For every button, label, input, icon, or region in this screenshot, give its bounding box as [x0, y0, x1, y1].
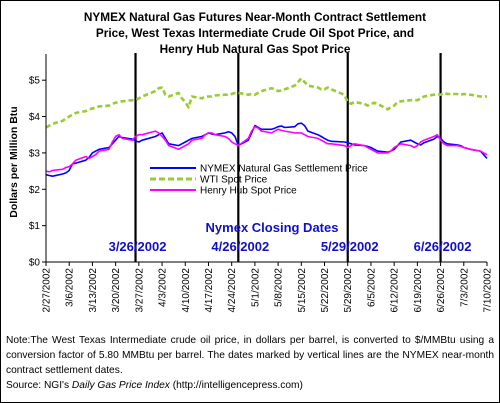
x-tick-label: 6/5/2002: [366, 268, 377, 307]
x-tick-label: 4/10/2002: [181, 268, 192, 313]
y-axis-label: Dollars per Million Btu: [8, 106, 20, 217]
x-tick-label: 4/24/2002: [227, 268, 238, 313]
data-series: [45, 77, 488, 177]
x-tick-label: 5/15/2002: [297, 268, 308, 313]
x-tick-label: 4/17/2002: [204, 268, 215, 313]
y-tick-label: $0: [29, 258, 41, 269]
y-tick-label: $3: [29, 148, 41, 159]
y-axis-label-group: Dollars per Million Btu: [8, 106, 20, 217]
title-line: Henry Hub Natural Gas Spot Price: [160, 42, 351, 56]
x-tick-label: 4/3/2002: [158, 268, 169, 307]
x-tick-label: 6/19/2002: [413, 268, 424, 313]
x-tick-label: 3/20/2002: [111, 268, 122, 313]
x-tick-label: 6/12/2002: [390, 268, 401, 313]
y-tick-label: $5: [29, 76, 41, 87]
x-tick-label: 6/26/2002: [436, 268, 447, 313]
settlement-date-lines: [134, 53, 442, 262]
y-axis-ticks: $0 $1 $2 $3 $4 $5: [29, 76, 46, 269]
source-suffix: (http://intelligencepress.com): [169, 380, 303, 391]
closing-date-label: 6/26/2002: [414, 239, 472, 254]
closing-dates-annotations: Nymex Closing Dates 3/26/2002 4/26/2002 5/2…: [109, 220, 472, 254]
x-tick-label: 5/8/2002: [274, 268, 285, 307]
chart-note: Note:The West Texas Intermediate crude o…: [6, 333, 494, 393]
series-line: [45, 122, 488, 177]
legend-label: NYMEX Natural Gas Settlement Price: [200, 164, 368, 175]
source-title: Daily Gas Price Index: [71, 380, 170, 391]
closing-dates-label: Nymex Closing Dates: [206, 220, 339, 235]
x-tick-label: 5/22/2002: [320, 268, 331, 313]
x-tick-label: 2/27/2002: [42, 268, 53, 313]
x-tick-label: 3/6/2002: [65, 268, 76, 307]
closing-date-label: 3/26/2002: [109, 239, 167, 254]
chart-title: NYMEX Natural Gas Futures Near-Month Con…: [84, 10, 426, 56]
x-tick-label: 7/10/2002: [483, 268, 494, 313]
series-line: [45, 125, 488, 173]
closing-date-label: 5/29/2002: [321, 239, 379, 254]
x-tick-label: 3/27/2002: [134, 268, 145, 313]
legend-label: WTI Spot Price: [200, 175, 268, 186]
x-tick-label: 5/29/2002: [343, 268, 354, 313]
legend-label: Henry Hub Spot Price: [200, 186, 297, 197]
chart-axes: [45, 54, 487, 263]
note-text: Note:The West Texas Intermediate crude o…: [6, 335, 494, 376]
x-tick-label: 5/1/2002: [250, 268, 261, 307]
source-line: Source: NGI's Daily Gas Price Index (htt…: [6, 378, 494, 393]
series-line: [45, 77, 487, 129]
x-tick-label: 7/3/2002: [459, 268, 470, 307]
title-line: NYMEX Natural Gas Futures Near-Month Con…: [84, 10, 426, 24]
title-line: Price, West Texas Intermediate Crude Oil…: [96, 26, 414, 40]
x-tick-label: 3/13/2002: [88, 268, 99, 313]
y-tick-label: $1: [29, 221, 41, 232]
y-tick-label: $4: [29, 112, 41, 123]
source-prefix: Source: NGI's: [6, 380, 72, 391]
closing-date-label: 4/26/2002: [211, 239, 269, 254]
x-axis-ticks: 2/27/2002 3/6/2002 3/13/2002 3/20/2002 3/27/…: [42, 262, 494, 313]
y-tick-label: $2: [29, 185, 41, 196]
